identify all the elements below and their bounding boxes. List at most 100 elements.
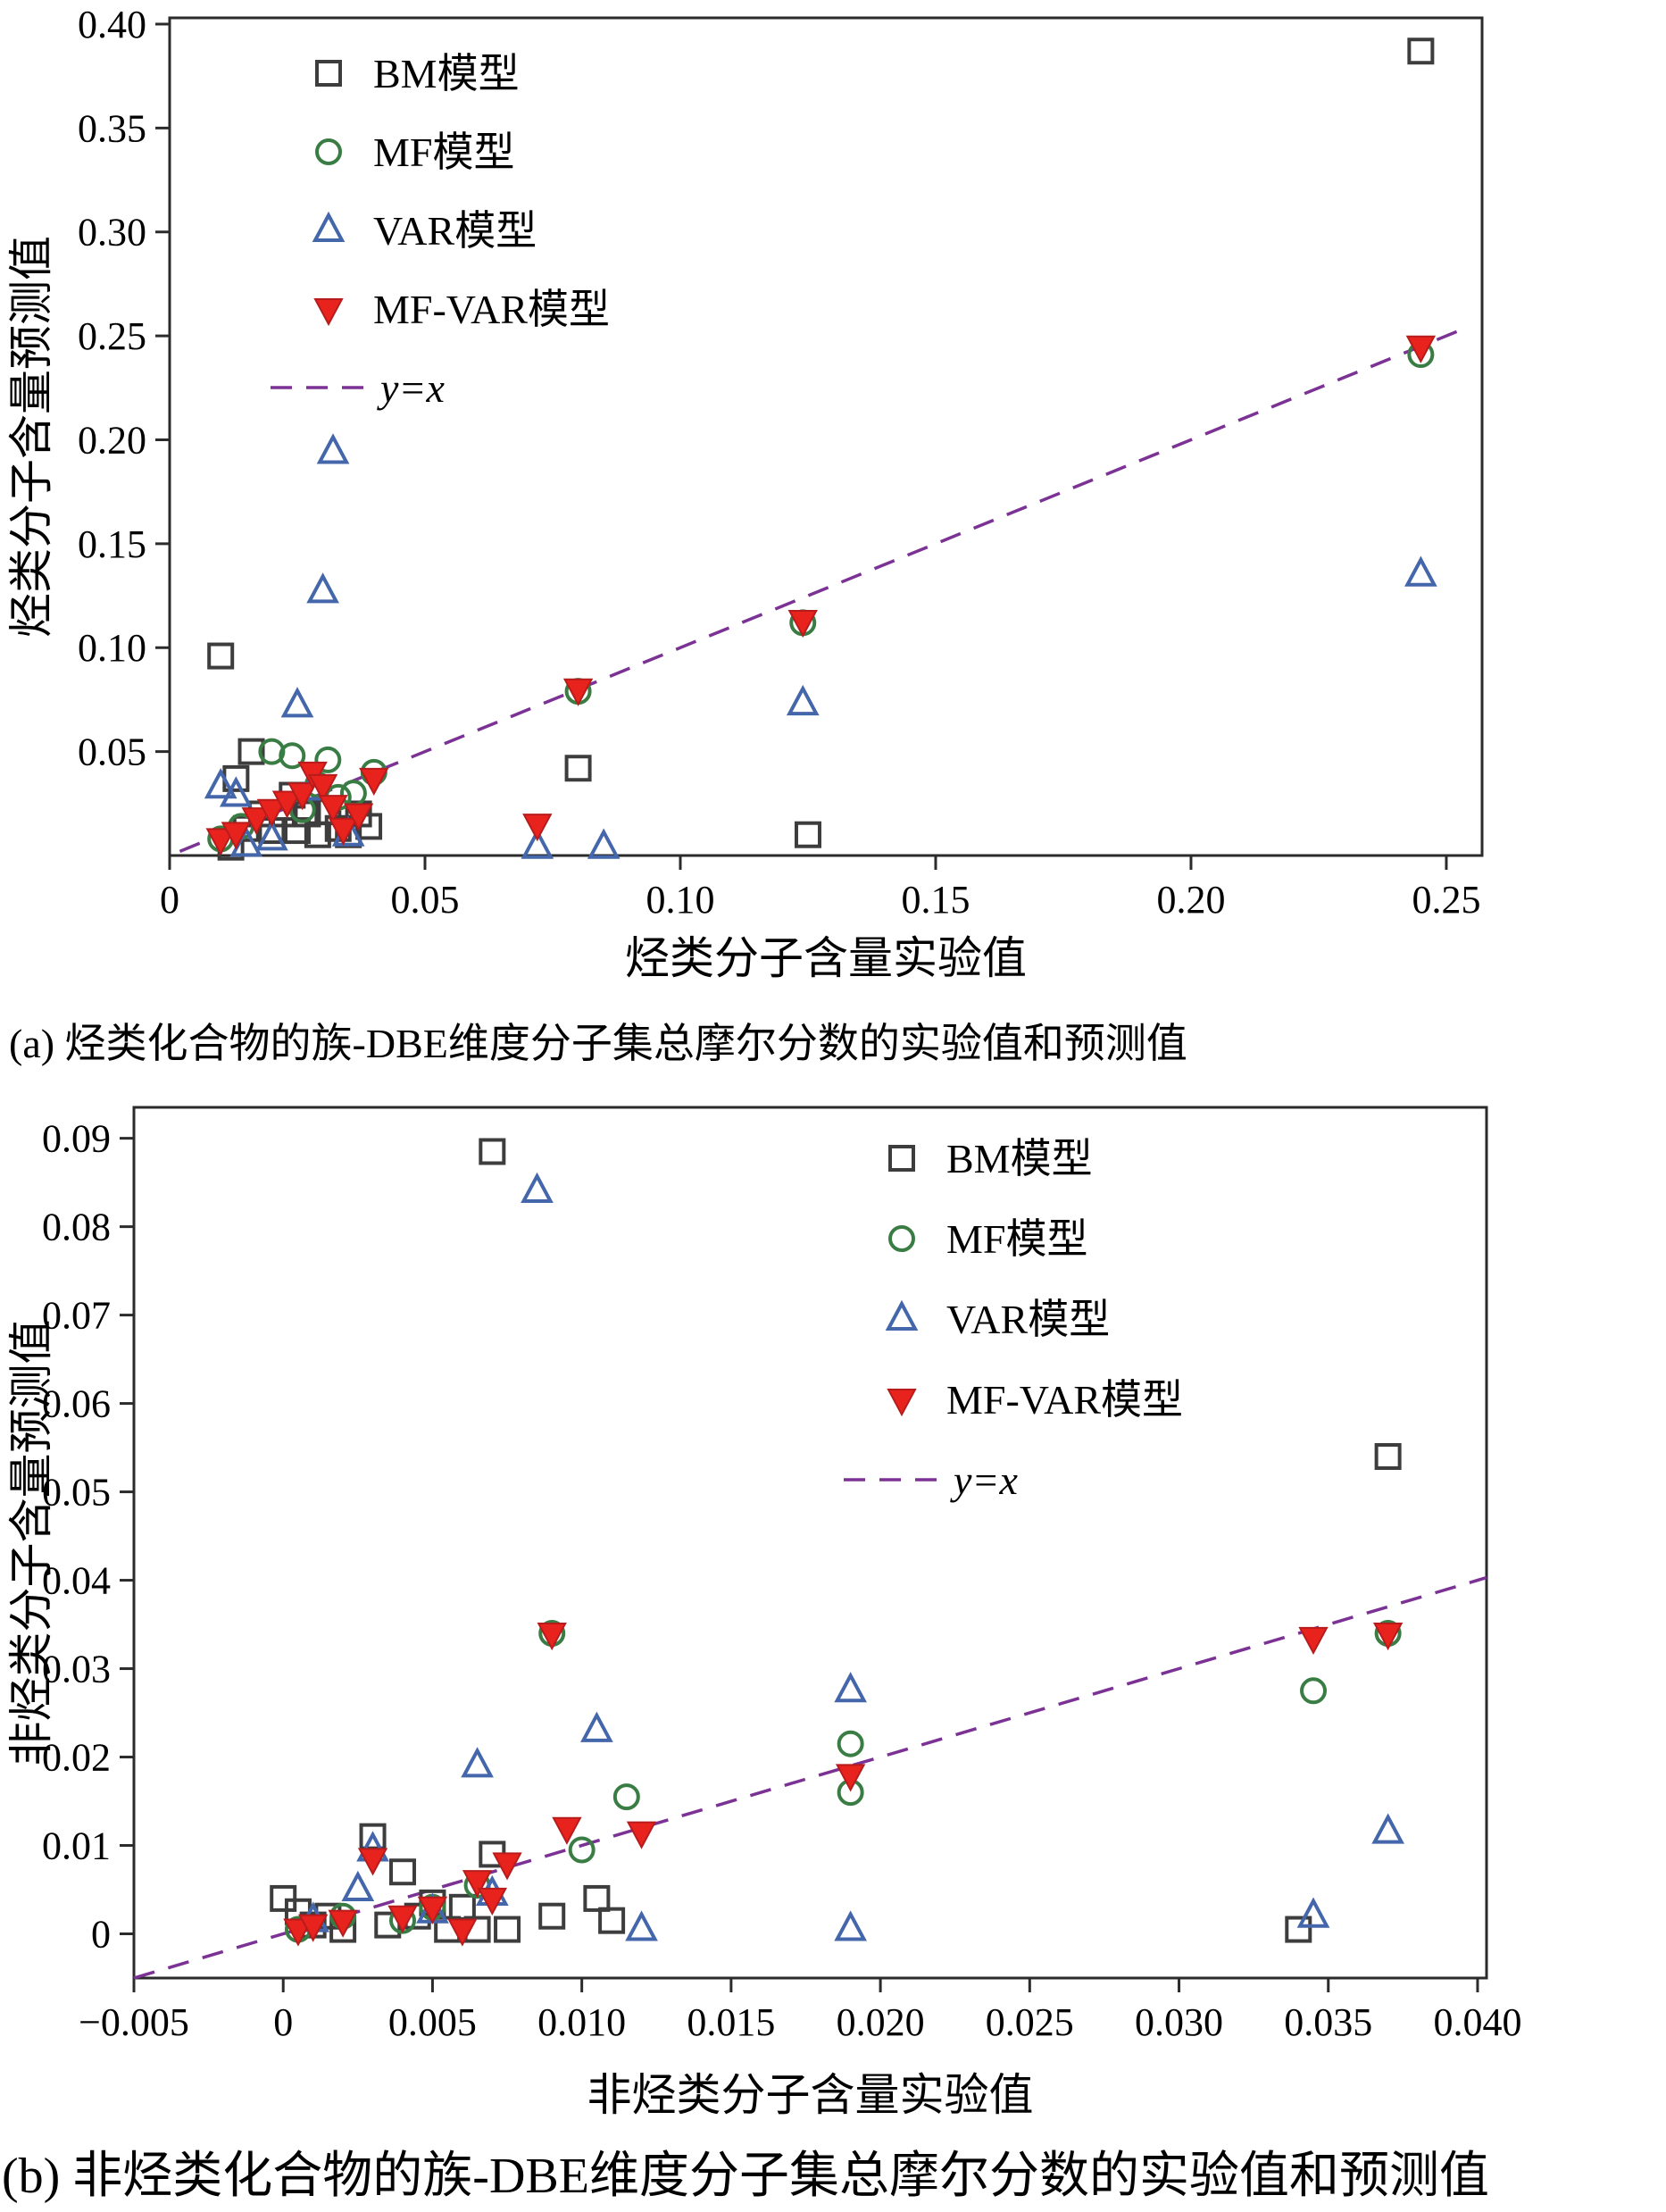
caption-a: (a) 烃类化合物的族-DBE维度分子集总摩尔分数的实验值和预测值 — [9, 1021, 1187, 1066]
data-point — [359, 767, 389, 796]
data-point — [315, 138, 342, 165]
series-3 — [205, 335, 1437, 856]
data-point — [522, 814, 553, 842]
caption-b: (b) 非烃类化合物的族-DBE维度分子集总摩尔分数的实验值和预测值 — [2, 2148, 1489, 2204]
data-point — [612, 1783, 640, 1811]
figure-b: −0.005 0 0.005 0.010 0.015 0.020 0.025 0.030 0.0… — [0, 1085, 1666, 2212]
y-tick-label: 0.35 — [78, 106, 146, 150]
data-point — [388, 1858, 416, 1886]
data-point — [258, 738, 286, 765]
data-point — [888, 1145, 915, 1172]
y-tick-label: 0.02 — [42, 1736, 111, 1780]
y-tick-label: 0.10 — [78, 626, 146, 670]
data-point — [417, 1896, 448, 1924]
legend-label: BM模型 — [946, 1136, 1093, 1181]
chart-b-plot: −0.005 0 0.005 0.010 0.015 0.020 0.025 0.030 0.0… — [0, 1085, 1666, 2130]
data-point — [343, 803, 374, 831]
data-point — [494, 1916, 521, 1943]
data-point — [315, 60, 342, 87]
scatter-chart: −0.005 0 0.005 0.010 0.015 0.020 0.025 0.030 0.0… — [0, 1085, 1666, 2130]
data-point — [626, 1821, 657, 1849]
data-point — [564, 755, 592, 782]
data-point — [492, 1852, 522, 1881]
data-point — [887, 1389, 917, 1417]
y-tick-label: 0 — [91, 1913, 111, 1957]
data-point — [241, 807, 271, 836]
data-point — [562, 678, 594, 706]
data-point — [521, 828, 554, 859]
y-tick-label: 0.03 — [42, 1648, 111, 1691]
legend-label: y=x — [950, 1457, 1018, 1503]
y-tick-label: 0.06 — [42, 1382, 111, 1426]
data-point — [280, 687, 314, 718]
data-point — [237, 738, 265, 765]
data-point — [318, 795, 348, 823]
data-point — [341, 1870, 375, 1902]
data-point — [1371, 1813, 1404, 1844]
data-point — [885, 1299, 919, 1331]
data-point — [1298, 1626, 1329, 1656]
figure-a: 0 0.05 0.10 0.15 0.20 0.25 0.05 0.10 0.15 0.20 0.2… — [0, 0, 1666, 1085]
legend-label: y=x — [377, 365, 445, 411]
data-point — [357, 1848, 388, 1876]
y-tick-label: 0.40 — [78, 3, 146, 46]
data-point — [328, 1909, 358, 1938]
data-point — [297, 1914, 329, 1942]
x-tick-label: 0.15 — [901, 878, 970, 922]
data-point — [205, 828, 236, 856]
data-point — [786, 684, 820, 716]
data-point — [625, 1910, 658, 1941]
legend-label: MF模型 — [946, 1216, 1087, 1262]
data-point — [328, 817, 359, 846]
data-point — [568, 1836, 596, 1864]
x-tick-label: 0 — [160, 878, 179, 922]
data-point — [1407, 38, 1435, 65]
data-point — [313, 298, 344, 327]
data-point — [587, 828, 621, 859]
y-tick-label: 0.07 — [42, 1294, 111, 1338]
x-tick-label: 0.05 — [390, 878, 459, 922]
legend-label: MF-VAR模型 — [946, 1377, 1183, 1423]
data-point — [537, 1622, 567, 1651]
legend: BM模型 MF模型 VAR模型 MF-VAR模型 y=x — [844, 1136, 1183, 1503]
legend-label: BM模型 — [373, 51, 520, 96]
data-point — [204, 767, 237, 799]
data-point — [271, 790, 303, 819]
data-point — [287, 782, 318, 811]
x-tick-label: 0.25 — [1412, 878, 1480, 922]
legend-label: MF模型 — [373, 129, 514, 175]
data-point — [598, 1907, 626, 1934]
data-point — [207, 642, 235, 670]
data-point — [1285, 1916, 1312, 1943]
data-point — [837, 1730, 864, 1757]
y-axis-label: 非烃类分子含量预测值 — [6, 1320, 56, 1766]
legend-label: MF-VAR模型 — [373, 287, 610, 332]
y-axis-label: 烃类分子含量预测值 — [6, 236, 56, 638]
x-tick-label: −0.005 — [79, 2000, 189, 2044]
data-point — [479, 1138, 506, 1165]
data-point — [834, 1910, 867, 1941]
data-point — [447, 1918, 478, 1947]
x-tick-label: 0.010 — [537, 2000, 626, 2044]
y-tick-label: 0.05 — [42, 1471, 111, 1515]
data-point — [835, 1764, 866, 1792]
data-point — [580, 1711, 613, 1742]
x-tick-label: 0.020 — [837, 2000, 925, 2044]
plot-axes: −0.005 0 0.005 0.010 0.015 0.020 0.025 0.030 0.0… — [42, 1106, 1521, 2044]
y-tick-label: 0.09 — [42, 1117, 111, 1161]
y-tick-label: 0.30 — [78, 211, 146, 255]
chart-a-plot: 0 0.05 0.10 0.15 0.20 0.25 0.05 0.10 0.15 0.20 0.2… — [0, 0, 1666, 996]
series-3 — [283, 1622, 1404, 1947]
data-point — [314, 746, 342, 773]
data-point — [462, 1870, 493, 1899]
data-point — [306, 572, 339, 604]
data-point — [1405, 335, 1437, 363]
data-point — [834, 1672, 867, 1703]
y-tick-label: 0.08 — [42, 1206, 111, 1249]
data-point — [1300, 1677, 1328, 1705]
y-tick-label: 0.20 — [78, 418, 146, 462]
data-point — [477, 1887, 507, 1916]
data-point — [521, 1172, 554, 1204]
data-point — [794, 821, 821, 848]
legend: BM模型 MF模型 VAR模型 MF-VAR模型 y=x — [271, 51, 610, 411]
